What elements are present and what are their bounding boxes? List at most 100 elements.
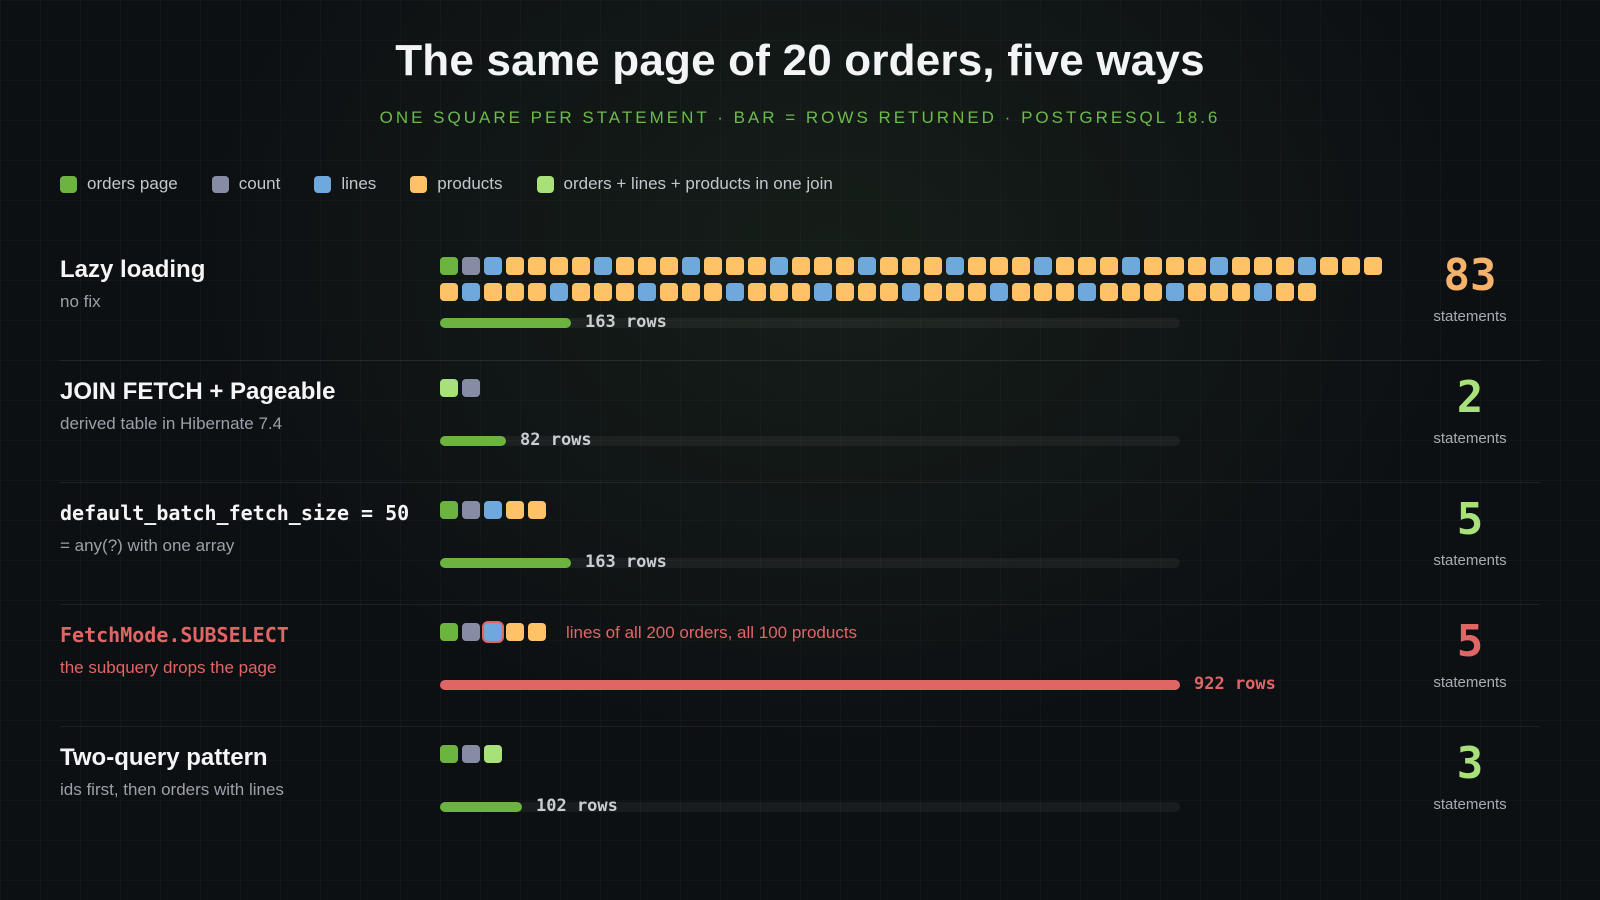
approach-subtitle: no fix (60, 292, 101, 311)
statement-square-lines (990, 283, 1008, 301)
legend-label: orders page (87, 174, 178, 193)
statement-square-products (528, 257, 546, 275)
approach-row: JOIN FETCH + Pageable derived table in Hi… (0, 360, 1600, 486)
statement-count: 3 (1456, 738, 1484, 789)
rows-bar-track (440, 318, 1180, 328)
statement-count-label: statements (1433, 308, 1507, 325)
statement-square-lines (484, 501, 502, 519)
legend-label: products (437, 174, 503, 193)
statement-square-products (1056, 283, 1074, 301)
legend-item-combined: orders + lines + products in one join (536, 174, 833, 194)
approach-row: default_batch_fetch_size = 50 = any(?) wi… (0, 482, 1600, 608)
legend-swatch-count (211, 175, 229, 193)
legend-swatch-orders-page (60, 175, 77, 193)
statement-square-products (1144, 257, 1162, 275)
statement-square-lines (858, 257, 876, 275)
statement-square-lines (902, 283, 920, 301)
statement-count-label: statements (1433, 430, 1507, 447)
rows-bar-track (440, 436, 1180, 446)
statement-square-orders-page (440, 623, 458, 641)
statement-square-products (902, 257, 920, 275)
statement-square-products (748, 283, 766, 301)
statement-square-products (924, 257, 942, 275)
statement-square-lines (946, 257, 964, 275)
row-divider (60, 360, 1540, 361)
statement-square-products (572, 283, 590, 301)
statement-square-products (660, 283, 678, 301)
rows-label: 82 rows (520, 430, 592, 450)
approach-name: FetchMode.SUBSELECT (60, 623, 289, 647)
statement-square-products (1342, 257, 1360, 275)
approach-subtitle: derived table in Hibernate 7.4 (60, 414, 283, 433)
statement-square-products (506, 501, 524, 519)
statement-square-products (1122, 283, 1140, 301)
statement-square-products (924, 283, 942, 301)
statement-square-lines (1078, 283, 1096, 301)
statement-square-lines (814, 283, 832, 301)
chart-subtitle: ONE SQUARE PER STATEMENT · BAR = ROWS RE… (379, 108, 1221, 127)
rows-bar (440, 680, 1180, 690)
statement-square-products (484, 283, 502, 301)
statement-square-lines (682, 257, 700, 275)
row-divider (60, 726, 1540, 727)
legend-label: count (238, 174, 281, 193)
approach-row: FetchMode.SUBSELECT the subquery drops th… (0, 604, 1600, 730)
statement-square-lines (594, 257, 612, 275)
statement-square-products (748, 257, 766, 275)
statement-count-label: statements (1433, 796, 1507, 813)
statement-square-orders-page (440, 745, 458, 763)
rows-label: 163 rows (585, 312, 667, 332)
statement-square-products (682, 283, 700, 301)
statement-square-count (462, 501, 480, 519)
statement-square-products (1144, 283, 1162, 301)
statement-square-products (1188, 283, 1206, 301)
statement-square-products (836, 283, 854, 301)
statement-square-lines (484, 257, 502, 275)
statement-square-products (572, 257, 590, 275)
legend-label: orders + lines + products in one join (563, 174, 833, 193)
statement-square-products (1232, 283, 1250, 301)
statement-square-products (1078, 257, 1096, 275)
statement-square-products (616, 283, 634, 301)
statement-square-products (1056, 257, 1074, 275)
statement-square-lines (638, 283, 656, 301)
statement-square-products (990, 257, 1008, 275)
statement-count-label: statements (1433, 552, 1507, 569)
statement-square-count (462, 745, 480, 763)
statement-square-lines (1254, 283, 1272, 301)
statement-count: 5 (1456, 616, 1484, 667)
statement-square-products (1276, 283, 1294, 301)
statement-square-lines (1122, 257, 1140, 275)
legend-swatch-lines (314, 175, 332, 193)
approach-name: JOIN FETCH + Pageable (60, 378, 336, 405)
approach-name: default_batch_fetch_size = 50 (60, 501, 410, 525)
statement-count-label: statements (1433, 674, 1507, 691)
statement-square-products (770, 283, 788, 301)
statement-square-products (594, 283, 612, 301)
legend-item-orders-page: orders page (60, 174, 178, 194)
rows-label: 102 rows (536, 796, 618, 816)
statement-square-combined (440, 379, 458, 397)
statement-square-products (1320, 257, 1338, 275)
statement-square-count (462, 257, 480, 275)
statement-square-products (528, 283, 546, 301)
statement-square-lines (1210, 257, 1228, 275)
statement-count: 83 (1443, 250, 1497, 301)
statement-square-lines (726, 283, 744, 301)
statement-square-products (792, 257, 810, 275)
rows-bar (440, 436, 506, 446)
statement-square-products (440, 283, 458, 301)
statement-square-lines (462, 283, 480, 301)
chart-title: The same page of 20 orders, five ways (395, 36, 1205, 85)
legend-label: lines (341, 174, 377, 193)
rows-bar (440, 558, 571, 568)
rows-label: 163 rows (585, 552, 667, 572)
statement-square-lines (1166, 283, 1184, 301)
legend-swatch-products (410, 175, 428, 193)
statement-square-lines (770, 257, 788, 275)
statement-square-products (1166, 257, 1184, 275)
statement-square-products (968, 283, 986, 301)
statement-square-products (1232, 257, 1250, 275)
statement-square-lines (1034, 257, 1052, 275)
statement-square-products (814, 257, 832, 275)
